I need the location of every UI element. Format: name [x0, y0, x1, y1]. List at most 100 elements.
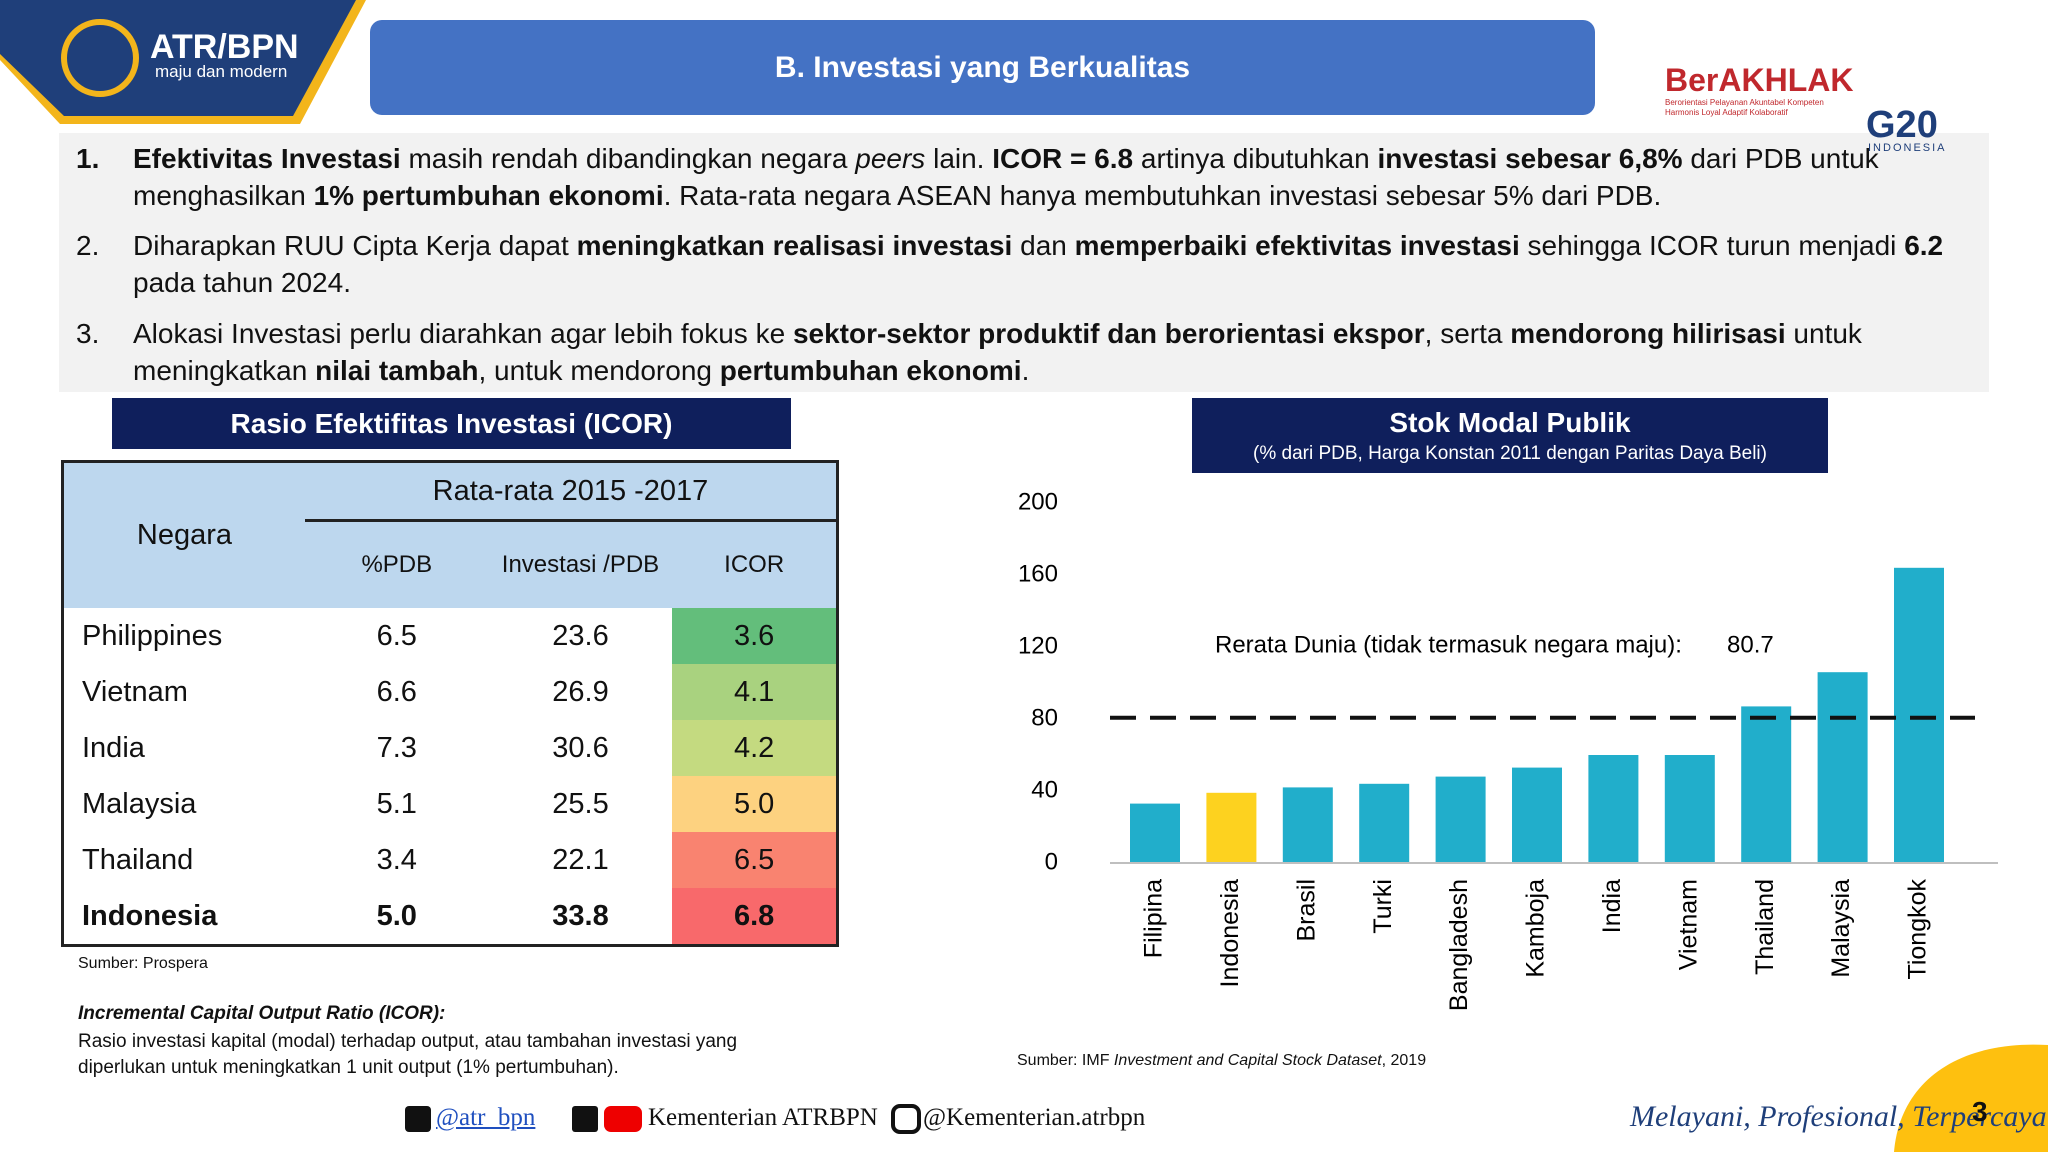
- table-cell: 6.5: [376, 619, 417, 652]
- table-cell: Thailand: [82, 843, 194, 876]
- table-cell: Philippines: [82, 619, 223, 652]
- table-title-box: Rasio Efektifitas Investasi (ICOR): [112, 398, 791, 449]
- text-run: artinya dibutuhkan: [1133, 143, 1378, 174]
- twitter-icon: [405, 1106, 431, 1132]
- x-tick-label: Indonesia: [1216, 879, 1244, 988]
- x-tick-label: Vietnam: [1674, 879, 1702, 970]
- x-tick-label: Brasil: [1292, 879, 1320, 942]
- text-run: Investment and Capital Stock Dataset: [1113, 1052, 1382, 1069]
- text-run: 1% pertumbuhan ekonomi: [313, 180, 664, 211]
- bar: [1206, 792, 1257, 863]
- text-run: , serta: [1424, 318, 1511, 349]
- text-run: , untuk mendorong: [478, 355, 720, 386]
- x-tick-label: Bangladesh: [1445, 879, 1473, 1011]
- x-tick-label: India: [1598, 879, 1626, 933]
- twitter: @atr_bpn: [436, 1104, 536, 1131]
- text-run: masih rendah dibandingkan negara: [400, 143, 856, 174]
- table-row: Thailand 3.4 22.1 6.5: [63, 832, 838, 888]
- title-bar: B. Investasi yang Berkualitas: [370, 20, 1595, 115]
- bar: [1817, 672, 1868, 863]
- instagram: @Kementerian.atrbpn: [923, 1104, 1146, 1131]
- text-run: sektor-sektor produktif dan berorientasi…: [792, 318, 1425, 349]
- bullet: 3. Alokasi Investasi perlu diarahkan agar…: [76, 315, 1976, 389]
- text-run: dari PDB untuk menghasilkan: [133, 143, 1879, 211]
- header-row: Negara Rata-rata 2015 -2017: [62, 461, 838, 608]
- table-row: Indonesia 5.0 33.8 6.8: [63, 888, 838, 946]
- x-tick-label: Thailand: [1751, 879, 1779, 975]
- y-tick-label: 160: [1018, 560, 1058, 587]
- x-tick-label: Filipina: [1140, 879, 1168, 958]
- row-header: Negara: [62, 461, 305, 608]
- bullet-number: 3.: [76, 318, 100, 349]
- text-run: Efektivitas Investasi: [133, 143, 401, 174]
- chart-title-box: Stok Modal Publik (% dari PDB, Harga Kon…: [1192, 398, 1828, 473]
- text-run: pada tahun 2024.: [133, 267, 351, 298]
- bullet-text: Diharapkan RUU Cipta Kerja dapat meningk…: [133, 227, 1976, 301]
- text-run: nilai tambah: [315, 355, 479, 386]
- text-run: 6.2: [1904, 230, 1944, 261]
- column-header: ICOR: [672, 520, 838, 608]
- table-cell: India: [82, 731, 145, 764]
- table-cell: 3.6: [672, 608, 838, 664]
- motto: Melayani, Profesional, Terpercaya: [1629, 1100, 2047, 1133]
- logo-bg: [0, 0, 356, 116]
- table-cell: 25.5: [552, 787, 609, 820]
- text-run: dan: [1012, 230, 1075, 261]
- text-run: .: [1021, 355, 1030, 386]
- text-run: investasi sebesar 6,8%: [1377, 143, 1683, 174]
- y-tick-label: 0: [1045, 848, 1058, 875]
- table-cell: 26.9: [552, 675, 609, 708]
- table-cell: 7.3: [376, 731, 417, 764]
- x-tick-label: Malaysia: [1827, 879, 1855, 978]
- table-cell: 4.2: [672, 720, 838, 776]
- reference-label: Rerata Dunia (tidak termasuk negara maju…: [1215, 631, 1682, 658]
- reference-value: 80.7: [1727, 631, 1774, 658]
- bullets-bg: [59, 133, 1989, 392]
- title: B. Investasi yang Berkualitas: [774, 50, 1191, 84]
- bar: [1282, 787, 1333, 863]
- note-title: Incremental Capital Output Ratio (ICOR):: [78, 1003, 446, 1024]
- youtube-icon: [604, 1106, 642, 1132]
- text-run: Diharapkan RUU Cipta Kerja dapat: [133, 230, 577, 261]
- bar: [1588, 755, 1639, 863]
- g20-sub: INDONESIA: [1868, 142, 1947, 154]
- table-cell: 33.8: [552, 899, 609, 932]
- instagram-icon: [891, 1104, 921, 1134]
- table-cell: 3.4: [376, 843, 417, 876]
- y-tick-label: 200: [1018, 488, 1058, 515]
- bar: [1130, 803, 1180, 863]
- brand-line: Berorientasi Pelayanan Akuntabel Kompete…: [1665, 98, 1824, 107]
- text-run: memperbaiki efektivitas investasi: [1074, 230, 1520, 261]
- table-source: Sumber: Prospera: [78, 955, 208, 972]
- text-run: sehingga ICOR turun menjadi: [1519, 230, 1905, 261]
- table-row: Vietnam 6.6 26.9 4.1: [63, 664, 838, 720]
- text-run: meningkatkan realisasi investasi: [576, 230, 1013, 261]
- text-run: untuk meningkatkan: [133, 318, 1862, 386]
- table-cell: 4.1: [672, 664, 838, 720]
- y-tick-label: 80: [1031, 704, 1058, 731]
- table-title: Rasio Efektifitas Investasi (ICOR): [230, 407, 673, 439]
- table-cell: Malaysia: [82, 787, 197, 820]
- g20: G20: [1866, 104, 1938, 146]
- table-cell: 23.6: [552, 619, 609, 652]
- table-cell: 5.0: [376, 899, 417, 932]
- bar: [1359, 783, 1410, 863]
- table-cell: 22.1: [552, 843, 609, 876]
- x-tick-label: Kamboja: [1522, 879, 1550, 978]
- chart-title: Stok Modal Publik: [1389, 406, 1631, 438]
- group-header: Rata-rata 2015 -2017: [304, 461, 838, 522]
- bar: [1894, 567, 1944, 863]
- page-number: 3: [1972, 1096, 1988, 1127]
- bar: [1512, 767, 1562, 863]
- table-row: Philippines 6.5 23.6 3.6: [63, 608, 838, 664]
- table-cell: Vietnam: [82, 675, 188, 708]
- header-row: %PDB Investasi /PDB ICOR: [63, 520, 838, 608]
- table-cell: 30.6: [552, 731, 609, 764]
- text-run: . Rata-rata negara ASEAN hanya membutuhk…: [663, 180, 1662, 211]
- table-cell: 5.1: [376, 787, 417, 820]
- table-row: India 7.3 30.6 4.2: [63, 720, 838, 776]
- table-row: Malaysia 5.1 25.5 5.0: [63, 776, 838, 832]
